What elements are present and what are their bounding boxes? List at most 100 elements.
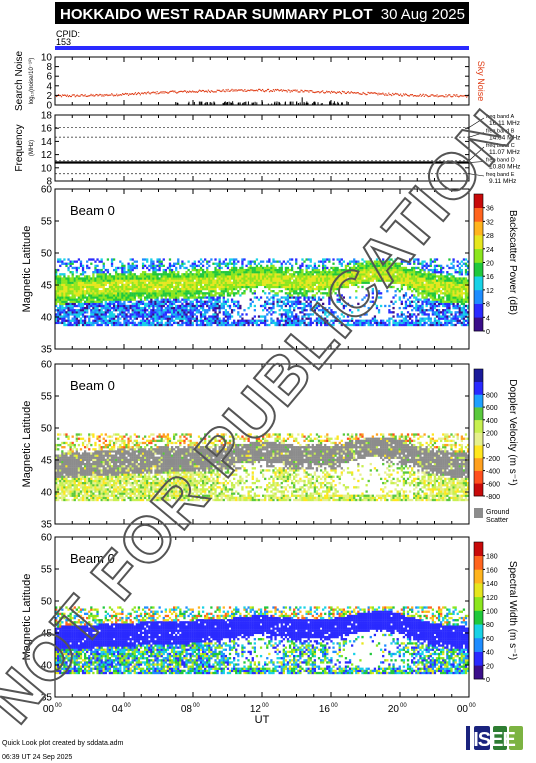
power-cell [193, 304, 196, 308]
power-cell [222, 273, 225, 276]
power-cell [73, 281, 76, 284]
power-cell [92, 300, 95, 303]
power-cell [131, 294, 134, 297]
power-cell [125, 279, 128, 282]
power-cell [195, 273, 199, 276]
power-cell [150, 273, 153, 276]
power-heatmap [55, 258, 470, 327]
power-cell [307, 321, 310, 325]
power-cell [235, 287, 238, 291]
power-cell [460, 260, 463, 263]
power-cell [247, 283, 250, 287]
power-cell [208, 317, 211, 320]
power-cell [375, 319, 379, 322]
power-cell [257, 262, 261, 265]
power-cell [69, 260, 72, 263]
power-cell [336, 300, 339, 303]
power-cell [125, 283, 128, 287]
power-cell [450, 292, 453, 295]
power-cell [353, 268, 356, 272]
power-cell [63, 323, 66, 327]
power-cell [71, 266, 74, 270]
power-cell [172, 290, 176, 293]
power-cell [444, 285, 447, 289]
power-cell [125, 287, 128, 291]
power-cell [384, 279, 387, 282]
power-cell [278, 266, 281, 270]
power-cell [392, 271, 395, 274]
power-cell [88, 298, 91, 301]
power-cell [197, 283, 201, 287]
power-cell [177, 260, 180, 263]
power-cell [319, 317, 323, 320]
power-cell [272, 302, 275, 306]
power-cell [371, 319, 374, 322]
sky-noise-point [226, 90, 228, 92]
power-cell [330, 287, 333, 291]
power-cell [133, 285, 136, 289]
power-cell [268, 311, 271, 314]
power-cell [259, 321, 263, 325]
power-cell [131, 313, 134, 316]
power-cell [305, 290, 308, 293]
power-cell [193, 277, 196, 280]
frequency-frame [54, 114, 470, 182]
power-cell [431, 279, 435, 282]
power-cell [193, 283, 196, 287]
power-cell [127, 296, 130, 299]
power-cell [288, 321, 292, 325]
power-cell [402, 321, 406, 325]
power-cell [344, 319, 348, 322]
power-cell [326, 258, 329, 261]
power-cell [79, 298, 83, 301]
power-cell [133, 277, 136, 280]
power-cell [342, 271, 345, 274]
freq-band-value: 11.07 MHz [489, 149, 520, 156]
power-cell [247, 306, 250, 310]
power-cell [365, 287, 368, 291]
power-cell [104, 275, 107, 278]
power-cell [442, 285, 445, 289]
power-cell [135, 311, 138, 314]
power-cell [220, 279, 223, 282]
power-cell [268, 260, 271, 263]
power-cell [127, 283, 130, 287]
sky-noise-point [247, 89, 249, 91]
power-cell [363, 268, 366, 272]
power-cell [135, 264, 138, 268]
power-cell [355, 262, 358, 265]
power-cell [373, 266, 377, 270]
power-cell [237, 306, 240, 310]
power-cell [170, 285, 174, 289]
power-cell [148, 300, 151, 303]
sky-noise-point [72, 94, 74, 96]
sky-noise-point [126, 93, 129, 95]
power-cell [141, 323, 145, 327]
power-cell [392, 306, 395, 310]
power-cell [353, 258, 356, 261]
power-cell [396, 266, 399, 270]
power-cell [396, 264, 399, 268]
power-cell [274, 279, 277, 282]
power-cell [413, 277, 416, 280]
power-cell [421, 319, 424, 322]
power-cell [266, 277, 269, 280]
power-cell [73, 266, 76, 270]
sky-noise-point [431, 94, 433, 96]
power-cell [179, 290, 182, 293]
power-cell [177, 311, 180, 314]
power-cell [216, 273, 219, 276]
cpid-value: 153 [56, 37, 71, 47]
sky-noise-point [285, 90, 287, 92]
power-cell [212, 298, 215, 301]
search-noise-bar [332, 102, 334, 105]
sky-noise-point [59, 94, 62, 97]
power-cell [328, 306, 331, 310]
power-cell [222, 317, 225, 320]
power-cell [123, 266, 126, 270]
power-cell [311, 271, 314, 274]
power-cell [197, 275, 201, 278]
power-cell [160, 264, 163, 268]
power-cell [154, 309, 157, 312]
power-cell [458, 319, 461, 322]
